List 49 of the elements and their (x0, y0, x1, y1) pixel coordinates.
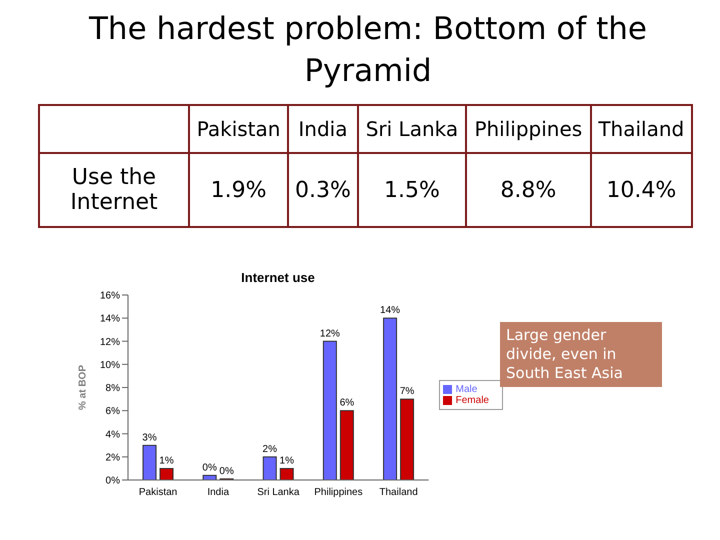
text: 10.4% (606, 178, 676, 202)
y-tick-label: 6% (106, 406, 120, 418)
bar (262, 456, 277, 480)
text: 1.9% (210, 178, 267, 202)
x-tick-label: Philippines (314, 487, 363, 498)
y-tick-label: 16% (100, 290, 120, 302)
category-label: Philippines (466, 105, 591, 153)
category-label: Thailand (590, 105, 692, 153)
data-label: 1% (159, 455, 174, 466)
text: 8.8% (500, 178, 556, 202)
chart-title: Internet use (240, 270, 316, 285)
data-label: 14% (380, 305, 400, 316)
y-tick-label: 0% (106, 476, 120, 487)
data-label: 12% (320, 328, 340, 340)
text: 0.3% (295, 178, 351, 202)
x-tick-label: Sri Lanka (257, 487, 300, 498)
y-tick-label: 2% (106, 452, 120, 464)
bar (280, 468, 294, 480)
y-tick-label: 12% (100, 336, 120, 348)
bar (340, 410, 354, 480)
legend-label: Male (456, 384, 478, 395)
data-label: 6% (340, 398, 354, 409)
data-label: 7% (400, 386, 414, 398)
text: The hardest problem: Bottom of the Pyramid (88, 10, 648, 91)
category-label: Pakistan (189, 105, 288, 153)
bar (400, 398, 414, 480)
y-axis-title: % at BOP (78, 364, 89, 410)
bar (142, 444, 157, 480)
x-tick-label: Pakistan (138, 487, 178, 498)
data-label: 0% (219, 466, 234, 477)
bar (160, 468, 174, 480)
data-label: 1% (280, 455, 294, 466)
data-label: 0% (202, 462, 217, 474)
bar (322, 340, 337, 480)
y-tick-label: 14% (100, 314, 120, 325)
x-tick-label: India (207, 487, 230, 498)
text: Use the Internet (39, 153, 189, 227)
bar (383, 318, 398, 480)
y-tick-label: 10% (100, 360, 120, 371)
text: Large gender divide, even in South East Asia (500, 322, 662, 387)
data-label: 2% (262, 444, 278, 455)
data-label: 3% (142, 432, 157, 444)
x-tick-label: Thailand (379, 487, 418, 498)
text: 1.5% (384, 178, 440, 202)
category-label: Sri Lanka (358, 105, 466, 153)
y-tick-label: 4% (106, 429, 120, 440)
y-tick-label: 8% (106, 383, 120, 394)
category-label: India (288, 105, 358, 153)
legend-label: Female (456, 395, 489, 406)
